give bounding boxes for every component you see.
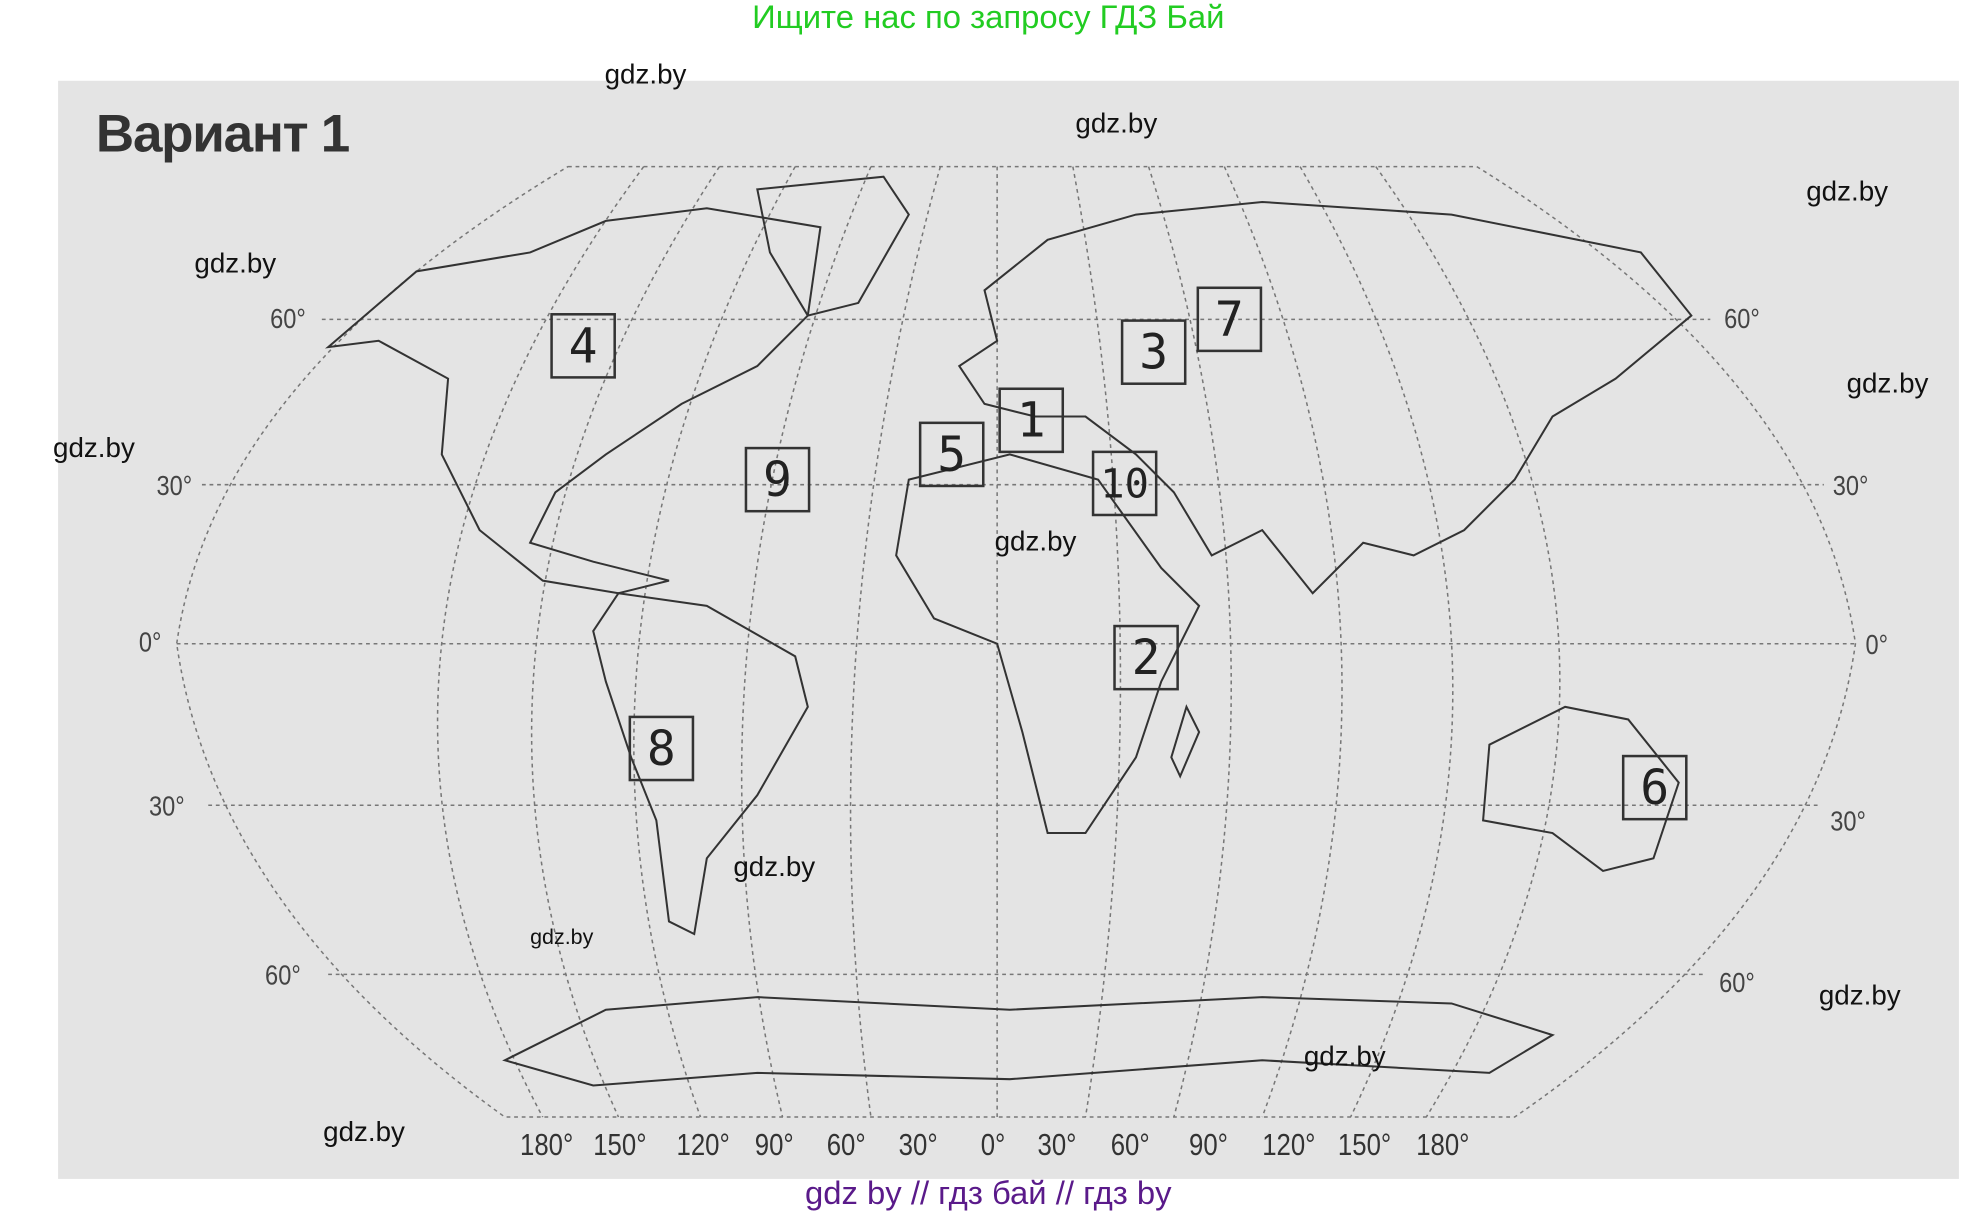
marker-6: 6 (1621, 754, 1688, 821)
lon-label: 30° (1037, 1128, 1077, 1163)
marker-8: 8 (628, 715, 695, 782)
variant-title: Вариант 1 (95, 103, 350, 163)
lon-label: 180° (520, 1128, 574, 1163)
lat-label-30n-right: 30° (1832, 469, 1869, 502)
watermark: gdz.by (1075, 107, 1158, 139)
lat-label-60n-right: 60° (1724, 302, 1760, 335)
lat-label-60n-left: 60° (270, 302, 306, 335)
marker-7: 7 (1196, 286, 1263, 353)
africa (895, 453, 1201, 835)
lon-label: 120° (1262, 1128, 1316, 1163)
map-sheet (58, 80, 1959, 1179)
watermark: gdz.by (53, 431, 135, 464)
lat-label-30s-left: 30° (148, 790, 185, 822)
lat-label-eq-right: 0° (1865, 628, 1889, 661)
watermark: gdz.by (994, 525, 1077, 557)
antarctica (502, 996, 1555, 1087)
lon-label: 0° (980, 1128, 1006, 1163)
watermark: gdz.by (530, 925, 594, 950)
watermark: gdz.by (733, 850, 816, 883)
marker-3: 3 (1120, 319, 1187, 385)
lat-label-30s-right: 30° (1830, 805, 1866, 837)
watermark: gdz.by (1806, 175, 1889, 208)
lon-label: 90° (1188, 1128, 1228, 1163)
eurasia (957, 200, 1693, 595)
australia (1482, 705, 1680, 873)
marker-2: 2 (1113, 624, 1179, 691)
greenland (756, 175, 910, 317)
lon-label: 150° (593, 1128, 647, 1163)
map-outline (175, 165, 1857, 1118)
lon-label: 180° (1416, 1128, 1470, 1163)
lat-label-30n-left: 30° (156, 469, 193, 502)
watermark: gdz.by (1303, 1040, 1386, 1072)
marker-1: 1 (998, 387, 1065, 454)
lon-label: 60° (1110, 1128, 1150, 1163)
watermark: gdz.by (323, 1115, 405, 1148)
watermark: gdz.by (1846, 367, 1929, 399)
lon-label: 30° (898, 1128, 938, 1163)
marker-10: 10 (1091, 450, 1158, 517)
lon-label: 60° (826, 1128, 866, 1163)
lon-label: 150° (1337, 1128, 1392, 1163)
south-america (592, 592, 809, 936)
lat-label-60s-right: 60° (1719, 966, 1755, 999)
footer-banner: gdz by // гдз бай // гдз by (805, 1173, 1172, 1212)
north-america (324, 207, 822, 595)
header-banner: Ищите нас по запросу ГДЗ Бай (752, 0, 1225, 36)
lat-label-eq-left: 0° (138, 626, 162, 658)
watermark: gdz.by (604, 58, 687, 90)
madagascar (1170, 704, 1201, 779)
lat-label-60s-left: 60° (265, 959, 301, 991)
watermark: gdz.by (194, 247, 277, 279)
watermark: gdz.by (1818, 979, 1901, 1012)
marker-5: 5 (918, 421, 985, 488)
lon-label: 120° (676, 1128, 730, 1163)
marker-4: 4 (550, 313, 616, 379)
lon-label: 90° (754, 1128, 794, 1163)
marker-9: 9 (744, 446, 811, 513)
